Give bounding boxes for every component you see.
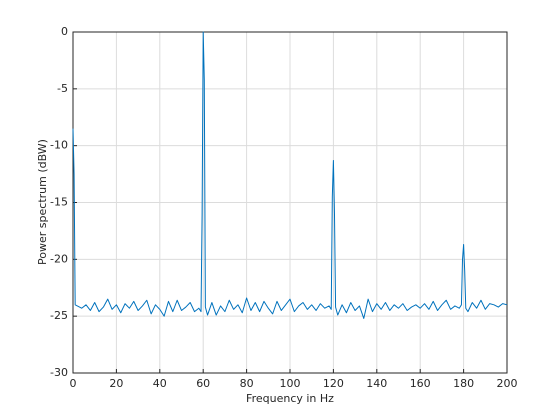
y-tick-label: -10: [50, 139, 68, 152]
x-tick-label: 80: [240, 377, 254, 390]
y-axis-label: Power spectrum (dBW): [36, 139, 49, 265]
line-series: [72, 31, 508, 319]
y-tick-label: -5: [57, 82, 68, 95]
x-tick-label: 60: [196, 377, 210, 390]
x-tick-label: 120: [323, 377, 344, 390]
y-tick-label: -15: [50, 196, 68, 209]
x-tick-label: 140: [366, 377, 387, 390]
y-tick-label: -30: [50, 366, 68, 379]
y-tick-label: -20: [50, 252, 68, 265]
x-axis-label: Frequency in Hz: [246, 392, 334, 405]
x-tick-label: 20: [109, 377, 123, 390]
x-tick-label: 40: [153, 377, 167, 390]
axes-box: [72, 31, 508, 374]
x-tick-label: 160: [410, 377, 431, 390]
x-tick-label: 100: [280, 377, 301, 390]
x-tick-label: 180: [453, 377, 474, 390]
y-tick-label: 0: [61, 25, 68, 38]
x-tick-label: 0: [70, 377, 77, 390]
x-tick-label: 200: [497, 377, 518, 390]
y-tick-label: -25: [50, 309, 68, 322]
